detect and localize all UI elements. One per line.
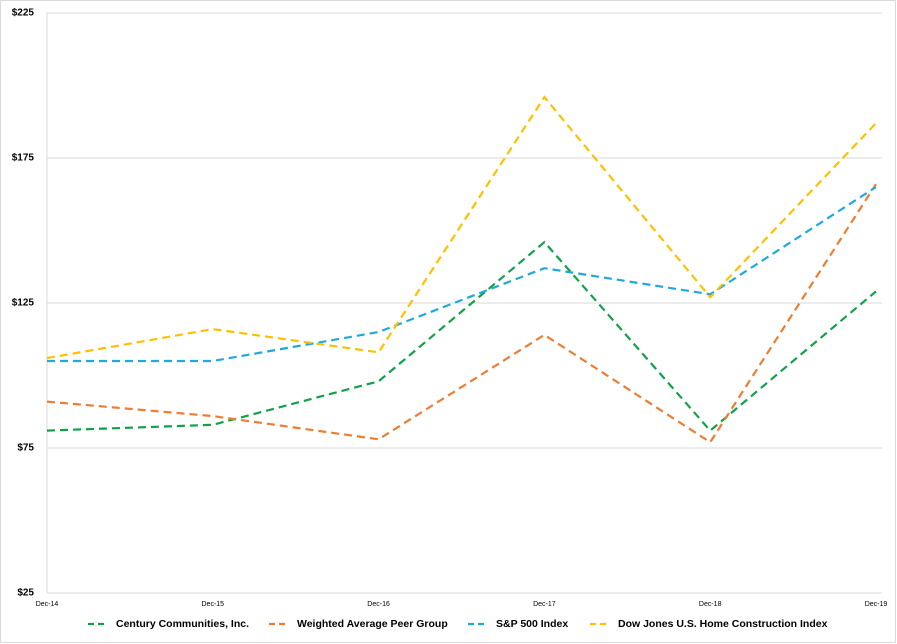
y-tick-label: $125 bbox=[12, 298, 35, 309]
x-tick-label: Dec-19 bbox=[865, 601, 888, 608]
x-tick-label: Dec-14 bbox=[36, 601, 59, 608]
x-tick-label: Dec-15 bbox=[202, 601, 225, 608]
y-tick-label: $225 bbox=[12, 8, 35, 19]
series-line bbox=[46, 240, 877, 433]
series-line bbox=[46, 95, 877, 360]
x-tick-label: Dec-17 bbox=[533, 601, 556, 608]
x-tick-label: Dec-16 bbox=[367, 601, 390, 608]
legend-label: S&P 500 Index bbox=[496, 618, 568, 630]
y-tick-label: $25 bbox=[17, 588, 34, 599]
series-line bbox=[47, 186, 877, 363]
y-tick-label: $175 bbox=[12, 153, 35, 164]
series-line bbox=[46, 183, 877, 444]
legend-label: Century Communities, Inc. bbox=[116, 618, 249, 630]
x-tick-label: Dec-18 bbox=[699, 601, 722, 608]
legend-label: Dow Jones U.S. Home Construction Index bbox=[618, 618, 828, 630]
y-tick-label: $75 bbox=[17, 443, 34, 454]
legend-label: Weighted Average Peer Group bbox=[297, 618, 448, 630]
